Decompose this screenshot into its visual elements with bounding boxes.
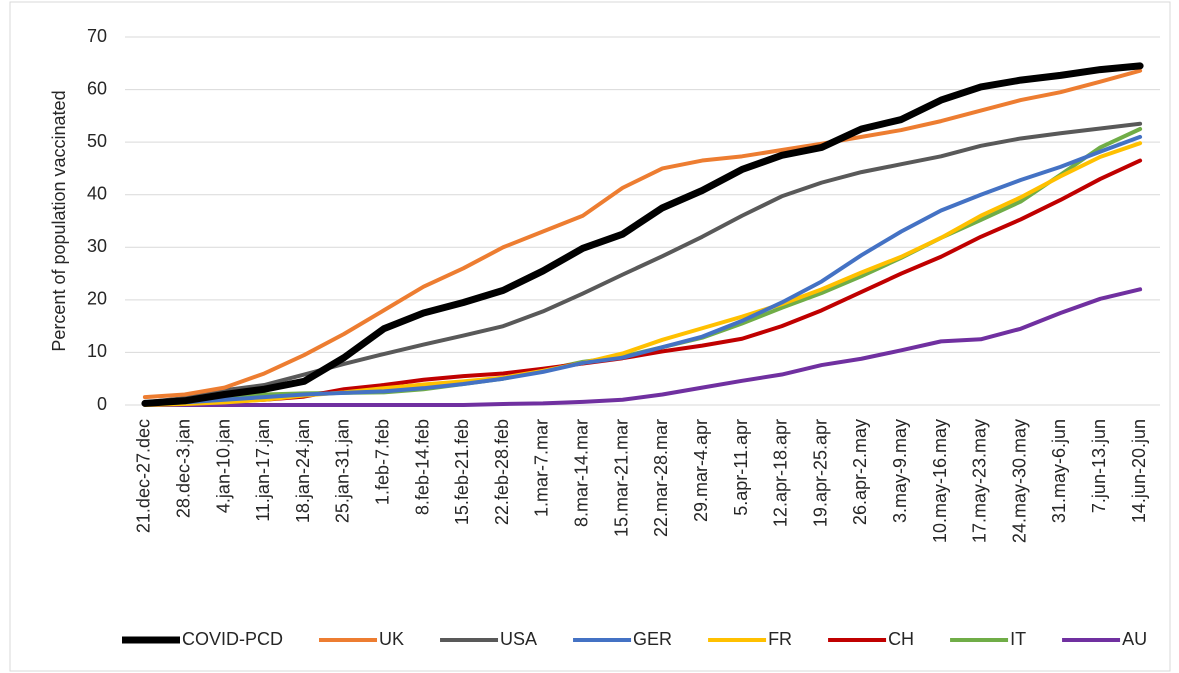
x-tick-label: 12.apr-18.apr (771, 419, 791, 527)
x-tick-label: 10.may-16.may (930, 419, 950, 543)
y-tick-label: 40 (87, 183, 107, 203)
x-tick-label: 15.mar-21.mar (611, 419, 631, 537)
x-tick-label: 18.jan-24.jan (293, 419, 313, 523)
legend-label: GER (633, 629, 672, 649)
x-tick-label: 15.feb-21.feb (452, 419, 472, 525)
y-tick-label: 10 (87, 341, 107, 361)
x-tick-label: 7.jun-13.jun (1089, 419, 1109, 513)
y-axis-label: Percent of population vaccinated (49, 90, 69, 351)
x-tick-label: 4.jan-10.jan (213, 419, 233, 513)
x-tick-label: 8.mar-14.mar (572, 419, 592, 527)
x-tick-label: 25.jan-31.jan (333, 419, 353, 523)
x-tick-label: 1.mar-7.mar (532, 419, 552, 517)
legend-label: USA (500, 629, 537, 649)
x-tick-label: 26.apr-2.may (850, 419, 870, 525)
x-tick-label: 8.feb-14.feb (412, 419, 432, 515)
x-tick-label: 21.dec-27.dec (134, 419, 154, 533)
x-tick-label: 14.jun-20.jun (1129, 419, 1149, 523)
legend-label: CH (888, 629, 914, 649)
x-tick-label: 1.feb-7.feb (373, 419, 393, 505)
x-tick-label: 19.apr-25.apr (810, 419, 830, 527)
y-tick-label: 20 (87, 289, 107, 309)
x-tick-label: 3.may-9.may (890, 419, 910, 523)
legend-label: COVID-PCD (182, 629, 283, 649)
y-tick-label: 50 (87, 131, 107, 151)
x-tick-label: 31.may-6.jun (1049, 419, 1069, 523)
x-tick-label: 22.mar-28.mar (651, 419, 671, 537)
line-series (142, 134, 1143, 406)
x-tick-label: 29.mar-4.apr (691, 419, 711, 522)
x-tick-label: 22.feb-28.feb (492, 419, 512, 525)
y-tick-label: 0 (97, 394, 107, 414)
legend-label: IT (1010, 629, 1026, 649)
line-series (142, 287, 1143, 407)
x-tick-label: 11.jan-17.jan (253, 419, 273, 522)
line-series (142, 68, 1143, 400)
y-tick-label: 30 (87, 236, 107, 256)
x-tick-label: 17.may-23.may (970, 419, 990, 543)
legend-label: FR (768, 629, 792, 649)
x-tick-label: 5.apr-11.apr (731, 419, 751, 516)
x-tick-label: 24.may-30.may (1009, 419, 1029, 543)
legend-label: UK (379, 629, 404, 649)
x-tick-label: 28.dec-3.jan (173, 419, 193, 518)
legend-label: AU (1122, 629, 1147, 649)
y-tick-label: 60 (87, 78, 107, 98)
y-tick-label: 70 (87, 26, 107, 46)
line-series (142, 121, 1143, 405)
line-series (141, 62, 1144, 407)
